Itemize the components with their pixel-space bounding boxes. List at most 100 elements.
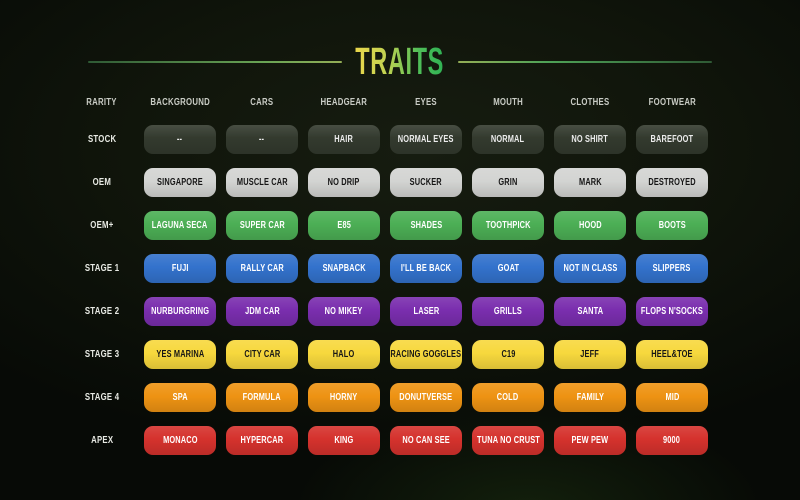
trait-cell: FORMULA — [226, 376, 298, 419]
trait-pill-label: MUSCLE CAR — [236, 177, 288, 188]
trait-pill: FUJI — [144, 254, 216, 283]
trait-cell: MONACO — [144, 419, 216, 462]
trait-pill-label: -- — [177, 134, 183, 145]
trait-cell: DESTROYED — [636, 161, 708, 204]
column-header-label: EYES — [415, 96, 437, 108]
trait-pill-label: FUJI — [171, 263, 189, 274]
trait-pill-label: HYPERCAR — [240, 435, 284, 446]
trait-cell: RALLY CAR — [226, 247, 298, 290]
trait-pill-label: FAMILY — [576, 392, 604, 403]
trait-pill: MARK — [554, 168, 626, 197]
trait-pill: SUPER CAR — [226, 211, 298, 240]
trait-pill-label: HOOD — [578, 220, 602, 231]
trait-pill-label: SUPER CAR — [239, 220, 285, 231]
column-header-label: CARS — [250, 96, 274, 108]
trait-pill-label: JDM CAR — [244, 306, 280, 317]
trait-pill-label: NOT IN CLASS — [563, 263, 617, 274]
trait-pill: HOOD — [554, 211, 626, 240]
trait-pill: BAREFOOT — [636, 125, 708, 154]
trait-pill-label: BAREFOOT — [650, 134, 694, 145]
trait-pill-label: SLIPPERS — [653, 263, 691, 274]
trait-pill: NORMAL — [472, 125, 544, 154]
trait-pill: TOOTHPICK — [472, 211, 544, 240]
trait-cell: CITY CAR — [226, 333, 298, 376]
trait-pill: CITY CAR — [226, 340, 298, 369]
trait-cell: NO SHIRT — [554, 118, 626, 161]
trait-pill: NURBURGRING — [144, 297, 216, 326]
rarity-row-stage-4: STAGE 4 — [70, 376, 134, 419]
trait-pill: SLIPPERS — [636, 254, 708, 283]
trait-pill-label: DESTROYED — [648, 177, 696, 188]
rarity-row-oem: OEM — [70, 161, 134, 204]
trait-cell: SINGAPORE — [144, 161, 216, 204]
trait-cell: GOAT — [472, 247, 544, 290]
trait-pill-label: I'LL BE BACK — [400, 263, 452, 274]
column-header-cars: CARS — [226, 86, 298, 118]
trait-pill: SANTA — [554, 297, 626, 326]
trait-cell: MUSCLE CAR — [226, 161, 298, 204]
trait-pill-label: JEFF — [580, 349, 600, 360]
column-header-label: HEADGEAR — [320, 96, 368, 108]
trait-pill: E85 — [308, 211, 380, 240]
trait-pill-label: FORMULA — [242, 392, 282, 403]
trait-pill-label: SUCKER — [409, 177, 443, 188]
trait-pill: HORNY — [308, 383, 380, 412]
trait-pill: HALO — [308, 340, 380, 369]
trait-pill: YES MARINA — [144, 340, 216, 369]
trait-cell: FAMILY — [554, 376, 626, 419]
trait-pill-label: NORMAL EYES — [398, 134, 454, 145]
trait-pill: -- — [226, 125, 298, 154]
trait-cell: LAGUNA SECA — [144, 204, 216, 247]
trait-cell: NO CAN SEE — [390, 419, 462, 462]
trait-pill-label: SHADES — [410, 220, 442, 231]
trait-pill-label: HAIR — [334, 134, 354, 145]
trait-cell: LASER — [390, 290, 462, 333]
trait-pill: GRILLS — [472, 297, 544, 326]
trait-pill: NO SHIRT — [554, 125, 626, 154]
trait-pill: KING — [308, 426, 380, 455]
trait-cell: NO MIKEY — [308, 290, 380, 333]
trait-pill: MID — [636, 383, 708, 412]
trait-pill-label: SINGAPORE — [157, 177, 203, 188]
rarity-label: STAGE 1 — [84, 263, 120, 274]
trait-pill-label: HEEL&TOE — [651, 349, 693, 360]
trait-pill: FORMULA — [226, 383, 298, 412]
rarity-label: OEM — [92, 177, 112, 188]
title-bar: TRAITS — [88, 42, 712, 82]
trait-pill: SUCKER — [390, 168, 462, 197]
trait-pill: HEEL&TOE — [636, 340, 708, 369]
trait-cell: FUJI — [144, 247, 216, 290]
trait-cell: HAIR — [308, 118, 380, 161]
trait-pill: SPA — [144, 383, 216, 412]
trait-cell: C19 — [472, 333, 544, 376]
column-header-headgear: HEADGEAR — [308, 86, 380, 118]
trait-pill: LASER — [390, 297, 462, 326]
trait-pill-label: GOAT — [497, 263, 519, 274]
column-header-rarity: RARITY — [70, 86, 134, 118]
trait-cell: -- — [226, 118, 298, 161]
trait-cell: SNAPBACK — [308, 247, 380, 290]
trait-cell: NURBURGRING — [144, 290, 216, 333]
trait-cell: FLOPS N'SOCKS — [636, 290, 708, 333]
trait-pill: JDM CAR — [226, 297, 298, 326]
trait-pill: NO DRIP — [308, 168, 380, 197]
trait-cell: JEFF — [554, 333, 626, 376]
rarity-label: OEM+ — [90, 220, 114, 231]
trait-pill: I'LL BE BACK — [390, 254, 462, 283]
trait-pill: DESTROYED — [636, 168, 708, 197]
trait-cell: 9000 — [636, 419, 708, 462]
trait-pill-label: PEW PEW — [571, 435, 609, 446]
trait-cell: PEW PEW — [554, 419, 626, 462]
column-header-label: MOUTH — [493, 96, 523, 108]
trait-cell: MARK — [554, 161, 626, 204]
trait-pill: RACING GOGGLES — [390, 340, 462, 369]
rarity-label: STAGE 2 — [84, 306, 120, 317]
title-divider-right — [458, 61, 712, 63]
trait-cell: HALO — [308, 333, 380, 376]
trait-pill: SNAPBACK — [308, 254, 380, 283]
trait-cell: JDM CAR — [226, 290, 298, 333]
trait-cell: HYPERCAR — [226, 419, 298, 462]
trait-pill-label: NORMAL — [491, 134, 525, 145]
trait-pill-label: MARK — [578, 177, 602, 188]
